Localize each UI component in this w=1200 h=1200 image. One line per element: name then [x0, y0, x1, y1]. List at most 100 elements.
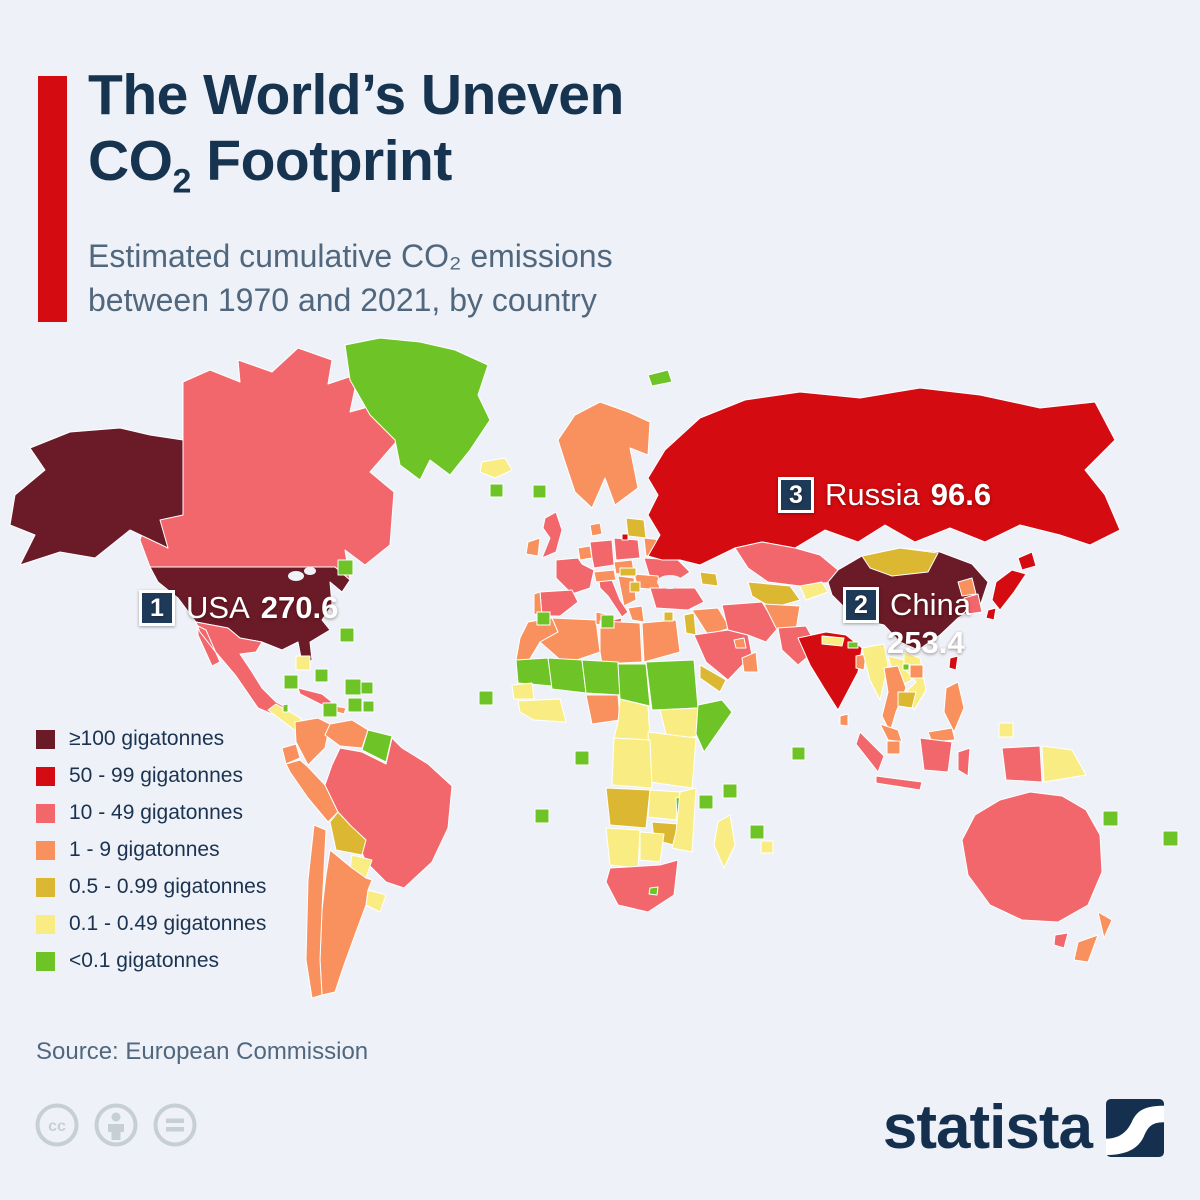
legend: ≥100 gigatonnes 50 - 99 gigatonnes 10 - … — [36, 727, 267, 988]
region-mexico — [195, 621, 291, 715]
region-botswana — [639, 831, 665, 863]
region-mongolia — [861, 547, 939, 577]
legend-item: <0.1 gigatonnes — [36, 949, 266, 972]
legend-label: 0.1 - 0.49 gigatonnes — [69, 912, 267, 935]
region-lesotho — [648, 886, 659, 896]
region-nigeria — [585, 694, 621, 725]
region-sri-lanka — [839, 713, 849, 727]
small-territory-square — [314, 668, 329, 683]
black-sea — [657, 575, 683, 589]
title-co2: CO — [88, 129, 173, 193]
source-note: Source: European Commission — [36, 1038, 369, 1065]
country-label-usa: USA — [186, 590, 250, 625]
legend-label: ≥100 gigatonnes — [69, 727, 225, 750]
region-south-africa — [605, 859, 679, 913]
callout-china: 2 China 253.4 — [843, 587, 971, 661]
legend-label: 50 - 99 gigatonnes — [69, 764, 243, 787]
page-title: The World’s Uneven CO2 Footprint — [88, 62, 624, 214]
legend-swatch — [36, 803, 55, 823]
small-territory-square — [574, 750, 590, 766]
region-new-zealand — [1073, 911, 1113, 963]
legend-label: <0.1 gigatonnes — [69, 949, 220, 972]
title-co2-subscript: 2 — [172, 162, 192, 201]
legend-swatch — [36, 729, 55, 749]
legend-swatch — [36, 840, 55, 860]
region-south-korea — [963, 593, 983, 615]
small-territory-square — [1162, 830, 1179, 847]
region-venezuela — [324, 719, 369, 749]
choropleth-svg — [9, 337, 1179, 999]
small-territory-square — [791, 746, 806, 761]
region-serbia — [629, 581, 641, 593]
region-north-korea — [957, 577, 977, 597]
country-label-russia: Russia — [825, 477, 920, 512]
small-territory-square — [347, 697, 363, 713]
region-belize — [282, 703, 289, 713]
region-uk — [541, 511, 563, 559]
region-madagascar — [713, 814, 736, 869]
region-thailand — [881, 665, 907, 733]
region-somalia — [695, 699, 733, 753]
small-territory-square — [998, 722, 1014, 738]
region-greece — [627, 605, 645, 623]
small-territory-square — [478, 690, 494, 706]
region-chile — [305, 824, 327, 999]
region-uruguay — [365, 889, 387, 913]
region-myanmar — [861, 643, 889, 701]
region-svalbard — [647, 369, 673, 387]
region-bhutan — [847, 641, 859, 649]
callout-russia: 3 Russia 96.6 — [778, 477, 991, 513]
region-libya — [599, 620, 643, 665]
region-drc — [611, 737, 653, 789]
region-caucasus — [699, 571, 719, 587]
small-territory-square — [295, 655, 311, 671]
region-brazil — [324, 737, 453, 889]
cc-icon[interactable]: cc — [34, 1102, 80, 1148]
small-territory-square — [532, 484, 547, 499]
small-territory-square — [600, 614, 615, 629]
small-territory-square — [360, 681, 374, 695]
region-alaska — [9, 427, 184, 566]
subtitle-line2: between 1970 and 2021, by country — [88, 282, 597, 318]
region-scandinavia — [557, 401, 651, 509]
region-chad — [617, 663, 651, 707]
region-australia — [961, 791, 1103, 949]
statista-logo[interactable]: statista — [882, 1093, 1164, 1162]
region-kyrgyz-tajik — [799, 581, 829, 601]
small-territory-square — [339, 627, 355, 643]
region-mauritania — [515, 657, 553, 687]
region-cameroon-congo — [613, 698, 651, 741]
region-sudan — [645, 659, 699, 711]
svg-text:cc: cc — [48, 1118, 66, 1135]
small-territory-square — [283, 674, 299, 690]
region-mali — [547, 657, 587, 694]
legend-swatch — [36, 951, 55, 971]
subtitle: Estimated cumulative CO₂ emissions betwe… — [88, 234, 613, 322]
cc-attribution-icon[interactable] — [93, 1102, 139, 1148]
region-cambodia — [897, 691, 917, 709]
region-colombia — [294, 717, 331, 766]
small-territory-square — [722, 783, 738, 799]
cc-equal-icon[interactable] — [152, 1102, 198, 1148]
small-territory-square — [536, 611, 551, 626]
small-territory-square — [362, 700, 375, 713]
small-territory-square — [663, 611, 674, 622]
small-territories-group — [283, 483, 1179, 854]
small-territory-square — [322, 702, 338, 718]
small-territory-square — [760, 840, 774, 854]
legend-label: 10 - 49 gigatonnes — [69, 801, 243, 824]
region-mozambique — [671, 787, 697, 853]
small-territory-square — [698, 794, 714, 810]
statista-logo-mark — [1106, 1099, 1164, 1157]
small-territory-square — [534, 808, 550, 824]
region-philippines — [943, 681, 965, 733]
region-poland — [613, 537, 641, 561]
title-accent-bar — [38, 76, 67, 322]
region-guinea-coast — [517, 698, 567, 723]
small-territory-square — [344, 678, 362, 696]
legend-item: 10 - 49 gigatonnes — [36, 801, 266, 824]
region-israel-jordan — [683, 612, 697, 636]
rank-badge-1: 1 — [139, 590, 175, 626]
region-namibia — [605, 827, 641, 869]
statista-wordmark: statista — [882, 1093, 1093, 1162]
